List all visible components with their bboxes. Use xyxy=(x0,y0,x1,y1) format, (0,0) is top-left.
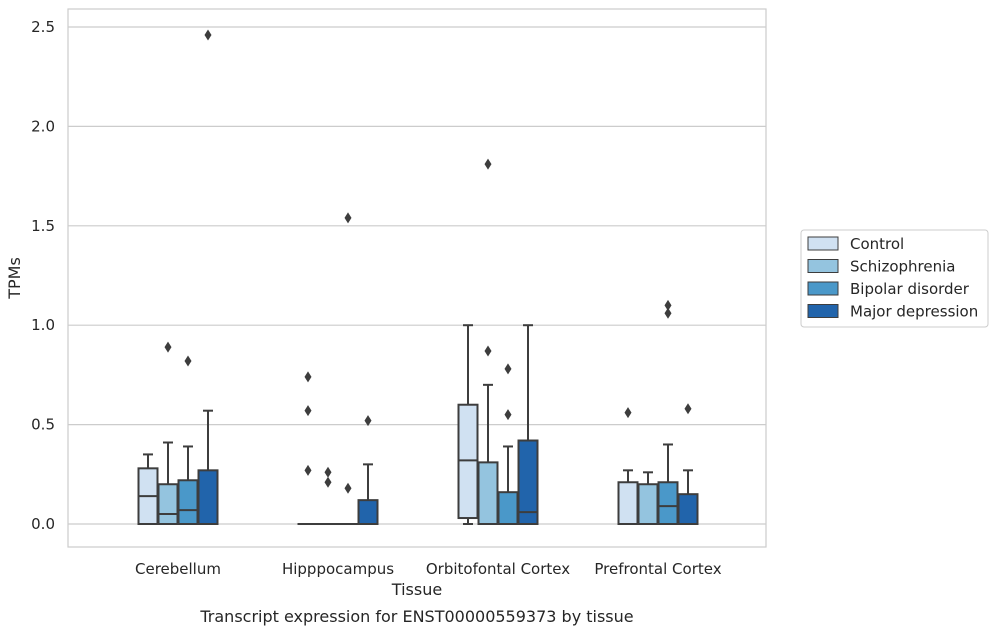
box-body xyxy=(157,483,179,525)
boxes xyxy=(137,29,699,526)
x-tick-label: Hipppocampus xyxy=(282,560,394,578)
y-tick-label: 0.5 xyxy=(31,416,55,434)
legend: Control Schizophrenia Bipolar disorder Majo… xyxy=(800,229,989,328)
box-0-3 xyxy=(197,29,219,526)
box-3-1 xyxy=(637,471,659,525)
outlier-point xyxy=(504,409,512,421)
outlier-point xyxy=(204,29,212,41)
x-tick-label: Cerebellum xyxy=(135,560,221,578)
box-body xyxy=(657,481,679,526)
y-tick-label: 2.5 xyxy=(31,18,55,36)
legend-label: Bipolar disorder xyxy=(850,280,970,298)
legend-label: Schizophrenia xyxy=(850,258,955,276)
y-tick-labels: 0.0 0.5 1.0 1.5 2.0 2.5 xyxy=(31,18,55,533)
legend-items: Control Schizophrenia Bipolar disorder Majo… xyxy=(807,235,978,321)
outlier-point xyxy=(304,405,312,417)
outlier-point xyxy=(344,482,352,494)
outlier-point xyxy=(504,363,512,375)
outlier-point xyxy=(664,307,672,319)
outlier-point xyxy=(324,476,332,488)
box-body xyxy=(677,493,699,525)
x-axis-label: Tissue xyxy=(391,580,442,599)
box-1-1 xyxy=(317,466,339,526)
box-body xyxy=(517,439,539,525)
x-tick-label: Orbitofontal Cortex xyxy=(426,560,570,578)
box-0-2 xyxy=(177,355,199,526)
x-tick-labels: Cerebellum Hipppocampus Orbitofontal Corte… xyxy=(135,560,722,578)
box-body xyxy=(617,481,639,526)
outlier-point xyxy=(344,212,352,224)
outlier-point xyxy=(364,415,372,427)
outlier-point xyxy=(484,345,492,357)
box-2-3 xyxy=(517,324,539,525)
box-body xyxy=(357,499,379,526)
box-body xyxy=(477,461,499,526)
outlier-point xyxy=(484,158,492,170)
legend-frame xyxy=(800,229,989,328)
outlier-point xyxy=(164,341,172,353)
box-3-2 xyxy=(657,299,679,526)
box-2-2 xyxy=(497,363,519,525)
legend-swatch xyxy=(807,281,839,296)
y-tick-label: 2.0 xyxy=(31,117,55,135)
box-1-2 xyxy=(337,212,359,526)
y-tick-label: 0.0 xyxy=(31,515,55,533)
box-body xyxy=(637,483,659,525)
x-tick-label: Prefrontal Cortex xyxy=(594,560,721,578)
outlier-point xyxy=(184,355,192,367)
y-axis-label: TPMs xyxy=(5,257,24,300)
plot-area xyxy=(67,8,767,548)
outlier-point xyxy=(624,407,632,419)
legend-swatch xyxy=(807,236,839,251)
figure-caption: Transcript expression for ENST0000055937… xyxy=(199,607,633,626)
legend-label: Control xyxy=(850,235,904,253)
box-body xyxy=(177,479,199,526)
box-2-0 xyxy=(457,324,479,525)
outlier-point xyxy=(304,371,312,383)
legend-label: Major depression xyxy=(850,303,978,321)
legend-swatch xyxy=(807,259,839,273)
y-tick-label: 1.0 xyxy=(31,316,55,334)
y-tick-label: 1.5 xyxy=(31,217,55,235)
box-1-3 xyxy=(357,415,379,526)
outlier-point xyxy=(684,403,692,415)
box-3-0 xyxy=(617,407,639,526)
legend-swatch xyxy=(807,304,839,318)
box-3-3 xyxy=(677,403,699,525)
outlier-point xyxy=(664,299,672,311)
box-2-1 xyxy=(477,158,499,526)
box-body xyxy=(197,469,219,526)
box-body xyxy=(497,491,519,525)
outlier-point xyxy=(324,466,332,478)
outlier-point xyxy=(304,464,312,476)
